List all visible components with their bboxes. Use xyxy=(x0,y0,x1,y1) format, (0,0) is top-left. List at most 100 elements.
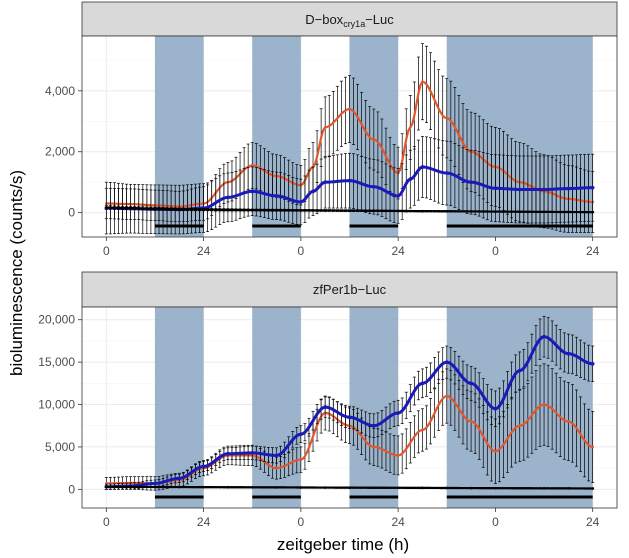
x-tick-label: 24 xyxy=(586,244,600,258)
data-point xyxy=(299,458,303,461)
data-point xyxy=(469,180,473,184)
y-tick-label: 15,000 xyxy=(38,355,75,369)
strip-title: D−boxcry1a−Luc xyxy=(305,12,394,29)
data-point xyxy=(323,405,327,409)
data-point xyxy=(299,432,303,437)
data-point xyxy=(177,207,181,211)
data-point xyxy=(177,476,182,481)
data-point xyxy=(469,486,473,490)
data-point xyxy=(445,394,449,398)
data-point xyxy=(567,487,570,490)
data-point xyxy=(518,486,522,490)
series-blue xyxy=(104,315,595,490)
data-point xyxy=(347,178,352,183)
series-black xyxy=(104,205,595,214)
x-tick-label: 0 xyxy=(298,515,305,529)
data-point xyxy=(250,208,254,212)
panel-border xyxy=(81,35,618,238)
dark-period-band xyxy=(349,307,399,508)
data-point xyxy=(129,485,132,489)
x-tick-label: 24 xyxy=(197,244,211,258)
data-point xyxy=(275,208,278,212)
y-tick-label: 20,000 xyxy=(38,313,75,327)
strip-title: zfPer1b−Luc xyxy=(313,282,387,297)
x-tick-label: 0 xyxy=(492,515,499,529)
data-point xyxy=(421,80,424,83)
data-point xyxy=(202,208,205,211)
data-point xyxy=(129,206,132,210)
data-point xyxy=(469,381,473,386)
x-tick-label: 0 xyxy=(103,244,110,258)
data-point xyxy=(348,209,351,212)
data-point xyxy=(408,177,413,181)
data-point xyxy=(408,126,412,129)
y-tick-label: 4,000 xyxy=(45,84,75,98)
data-point xyxy=(372,423,376,428)
data-point xyxy=(372,184,376,189)
data-point xyxy=(444,171,449,175)
data-point xyxy=(542,187,546,192)
data-point xyxy=(274,453,279,458)
data-point xyxy=(444,360,449,364)
data-point xyxy=(420,381,425,386)
data-point xyxy=(105,206,108,209)
x-tick-label: 0 xyxy=(103,515,110,529)
data-point xyxy=(542,334,546,339)
data-point xyxy=(590,362,595,366)
data-point xyxy=(105,485,108,489)
data-point xyxy=(299,486,303,489)
y-tick-label: 5,000 xyxy=(45,440,75,454)
data-point xyxy=(542,487,546,490)
data-point xyxy=(517,187,522,192)
data-point xyxy=(542,210,546,214)
data-point xyxy=(250,189,255,194)
data-point xyxy=(494,449,497,453)
x-tick-label: 0 xyxy=(492,244,499,258)
data-point xyxy=(566,351,571,356)
data-point xyxy=(493,186,498,191)
data-point xyxy=(591,487,594,490)
data-point xyxy=(299,200,303,204)
panel-border xyxy=(81,306,618,509)
series-black xyxy=(104,485,595,490)
data-point xyxy=(323,126,327,129)
x-tick-label: 24 xyxy=(586,515,600,529)
data-point xyxy=(567,420,570,423)
data-point xyxy=(421,486,424,490)
data-point xyxy=(323,486,327,489)
data-point xyxy=(469,420,473,423)
data-point xyxy=(517,368,522,373)
data-point xyxy=(591,210,594,214)
data-point xyxy=(445,209,449,213)
data-point xyxy=(323,209,327,212)
data-point xyxy=(153,207,157,210)
data-point xyxy=(372,486,376,490)
data-point xyxy=(347,415,352,420)
data-point xyxy=(518,210,522,214)
strip-header xyxy=(81,271,618,308)
data-point xyxy=(566,186,571,191)
y-tick-label: 10,000 xyxy=(38,398,75,412)
panel-dbox-cry1a-luc: D−boxcry1a−Luc 0 2,000 4,000 0 24 0 24 0 24 xyxy=(45,1,618,258)
data-point xyxy=(226,485,230,489)
data-point xyxy=(396,454,400,457)
data-point xyxy=(274,194,279,198)
data-point xyxy=(493,406,498,411)
data-point xyxy=(201,464,206,469)
data-point xyxy=(177,485,181,489)
data-point xyxy=(275,486,278,489)
data-point xyxy=(469,210,473,213)
data-point xyxy=(299,209,303,212)
x-tick-label: 0 xyxy=(298,244,305,258)
data-point xyxy=(396,486,400,490)
data-point xyxy=(372,445,376,449)
data-point xyxy=(420,165,425,169)
data-point xyxy=(591,445,594,449)
data-point xyxy=(226,208,230,212)
data-point xyxy=(396,411,400,415)
data-point xyxy=(445,486,449,490)
data-point xyxy=(275,466,278,470)
data-point xyxy=(421,428,424,432)
data-point xyxy=(202,485,205,489)
